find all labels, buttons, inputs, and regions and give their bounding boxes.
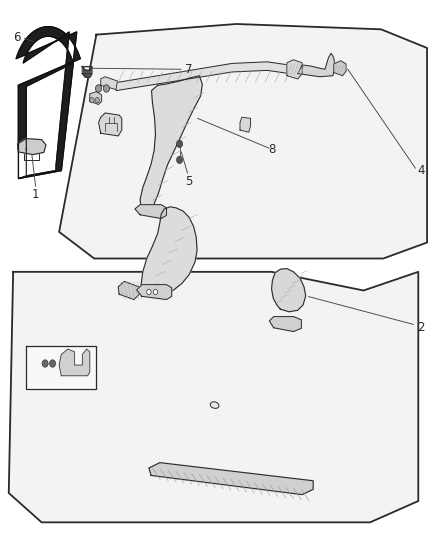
Polygon shape (59, 24, 427, 259)
Polygon shape (118, 281, 139, 300)
Polygon shape (16, 27, 80, 179)
Polygon shape (272, 269, 306, 312)
Polygon shape (240, 117, 251, 132)
Text: 7: 7 (184, 63, 192, 76)
Ellipse shape (210, 402, 219, 408)
Polygon shape (99, 113, 122, 136)
Polygon shape (141, 207, 197, 297)
Polygon shape (135, 205, 166, 219)
Polygon shape (298, 53, 335, 77)
Polygon shape (287, 60, 302, 79)
Text: 6: 6 (13, 31, 21, 44)
Polygon shape (334, 61, 346, 76)
Text: 8: 8 (268, 143, 275, 156)
Circle shape (177, 140, 183, 148)
Polygon shape (90, 92, 102, 104)
Text: 1: 1 (32, 188, 40, 201)
Circle shape (147, 289, 151, 295)
Text: 4: 4 (417, 164, 425, 177)
Circle shape (42, 360, 48, 367)
Polygon shape (82, 67, 92, 77)
Circle shape (95, 98, 99, 103)
Circle shape (49, 360, 56, 367)
Text: 5: 5 (185, 175, 192, 188)
Circle shape (90, 98, 94, 103)
Circle shape (177, 156, 183, 164)
Polygon shape (18, 139, 46, 155)
Circle shape (103, 85, 110, 92)
Circle shape (153, 289, 158, 295)
Polygon shape (269, 317, 301, 332)
Polygon shape (116, 62, 289, 91)
Polygon shape (59, 349, 90, 376)
Text: 2: 2 (417, 321, 424, 334)
Polygon shape (26, 346, 96, 389)
Circle shape (95, 85, 102, 92)
Polygon shape (101, 77, 117, 90)
Polygon shape (149, 463, 313, 495)
Polygon shape (137, 285, 172, 300)
Polygon shape (140, 76, 202, 215)
Polygon shape (9, 272, 418, 522)
